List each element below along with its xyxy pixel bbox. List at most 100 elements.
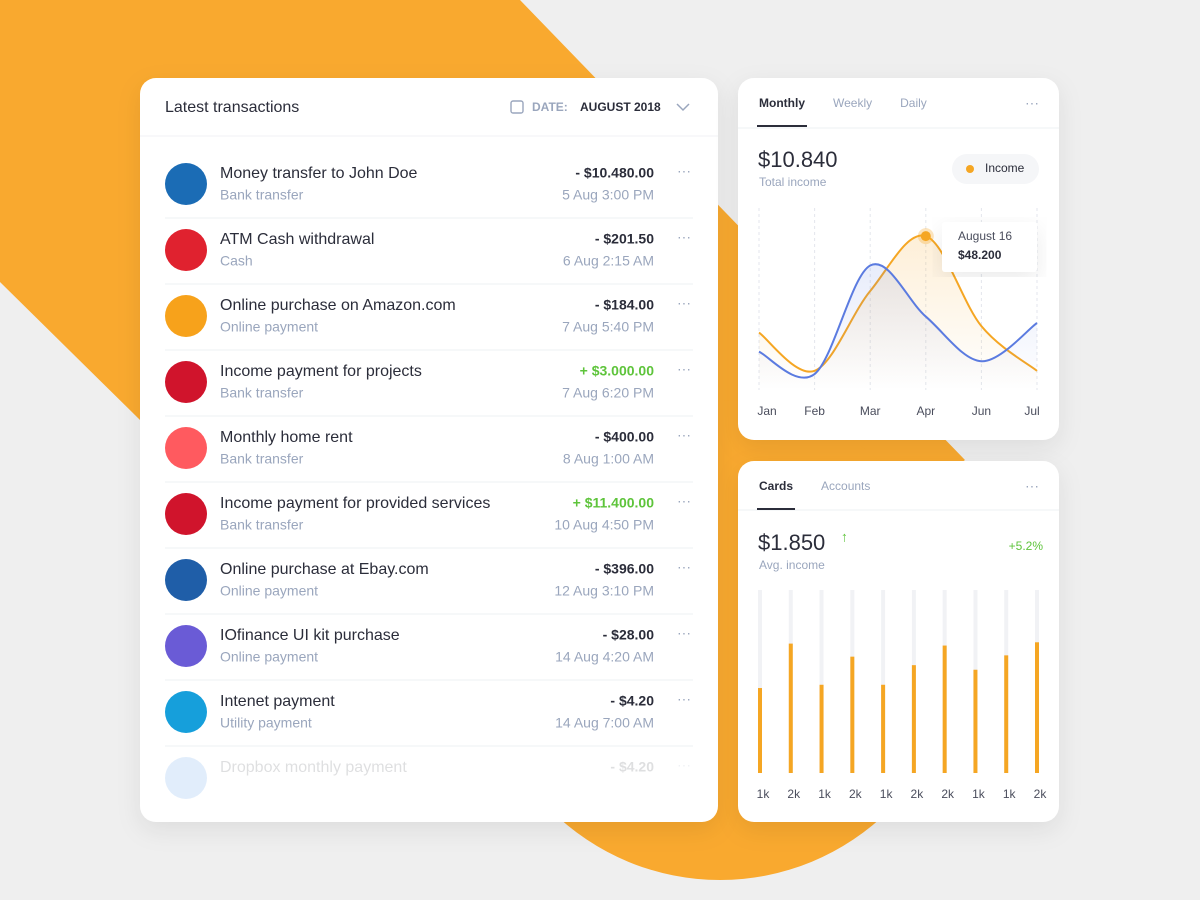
x-tick-label: 1k [880, 787, 894, 801]
card-title: Latest transactions [165, 99, 299, 116]
x-tick-label: 1k [818, 787, 832, 801]
merchant-icon [165, 559, 207, 601]
total-value: $1.850 [758, 530, 825, 555]
bar [881, 684, 886, 773]
transaction-amount: + $3.000.00 [580, 363, 655, 379]
x-tick-label: 1k [757, 787, 771, 801]
tab[interactable]: Weekly [833, 96, 872, 110]
bar [788, 643, 793, 773]
x-tick-label: 1k [1003, 787, 1017, 801]
x-tick-label: Mar [860, 404, 881, 418]
highlight-point [920, 231, 931, 242]
transaction-amount: + $11.400.00 [573, 495, 655, 511]
area [759, 264, 1037, 390]
x-tick-label: Jan [757, 404, 776, 418]
merchant-icon [165, 625, 207, 667]
tooltip [942, 222, 1037, 272]
tab[interactable]: Cards [759, 479, 793, 493]
transaction-amount: - $184.00 [595, 297, 654, 313]
legend-pill [952, 154, 1039, 184]
tab[interactable]: Daily [900, 96, 927, 110]
x-tick-label: 2k [787, 787, 801, 801]
more-menu[interactable]: ··· [1025, 95, 1039, 111]
merchant-icon [165, 295, 207, 337]
tooltip-title: August 16 [958, 229, 1012, 243]
merchant-icon [165, 163, 207, 205]
transaction-date: 7 Aug 5:40 PM [562, 319, 654, 335]
tab[interactable]: Accounts [821, 479, 870, 493]
transaction-type: Utility payment [220, 715, 312, 731]
transaction-title[interactable]: Online purchase on Amazon.com [220, 297, 456, 314]
total-value: $10.840 [758, 147, 838, 172]
row-menu[interactable]: ··· [677, 559, 691, 575]
transaction-title[interactable]: IOfinance UI kit purchase [220, 627, 400, 644]
bar [850, 656, 855, 773]
transaction-type: Online payment [220, 583, 318, 599]
row-menu[interactable]: ··· [677, 295, 691, 311]
more-menu[interactable]: ··· [1025, 478, 1039, 494]
x-tick-label: 2k [1034, 787, 1048, 801]
transaction-date: 6 Aug 2:15 AM [563, 253, 654, 269]
calendar-icon[interactable] [510, 100, 524, 114]
bar [973, 669, 978, 773]
row-menu[interactable]: ··· [677, 625, 691, 641]
bar [942, 645, 947, 773]
transaction-title[interactable]: Income payment for provided services [220, 495, 490, 512]
transaction-amount: - $10.480.00 [575, 165, 654, 181]
row-menu[interactable]: ··· [677, 229, 691, 245]
transaction-title[interactable]: Online purchase at Ebay.com [220, 561, 429, 578]
row-menu[interactable]: ··· [677, 493, 691, 509]
merchant-icon [165, 361, 207, 403]
transaction-amount: - $396.00 [595, 561, 654, 577]
transaction-type: Online payment [220, 649, 318, 665]
transactions-card [140, 78, 718, 822]
transaction-type: Bank transfer [220, 451, 304, 467]
merchant-icon [165, 691, 207, 733]
merchant-icon [165, 229, 207, 271]
transaction-date: 12 Aug 3:10 PM [554, 583, 654, 599]
legend-dot [966, 165, 974, 173]
x-tick-label: Apr [916, 404, 935, 418]
date-value[interactable]: AUGUST 2018 [580, 100, 661, 114]
transaction-type: Bank transfer [220, 385, 304, 401]
line [758, 263, 1038, 379]
merchant-icon [165, 493, 207, 535]
transaction-type: Online payment [220, 319, 318, 335]
line [758, 234, 1038, 373]
cards-card [738, 461, 1059, 822]
transaction-title[interactable]: Money transfer to John Doe [220, 165, 418, 182]
row-menu[interactable]: ··· [677, 427, 691, 443]
transaction-title[interactable]: Dropbox monthly payment [220, 759, 407, 776]
x-tick-label: 2k [941, 787, 955, 801]
tab[interactable]: Monthly [759, 96, 805, 110]
total-label: Total income [759, 175, 827, 189]
merchant-icon [165, 427, 207, 469]
row-menu[interactable]: ··· [677, 757, 691, 773]
transaction-type: Bank transfer [220, 517, 304, 533]
x-tick-label: 1k [972, 787, 986, 801]
x-tick-label: 2k [849, 787, 863, 801]
total-label: Avg. income [759, 558, 825, 572]
transaction-amount: - $28.00 [603, 627, 655, 643]
row-menu[interactable]: ··· [677, 163, 691, 179]
transaction-title[interactable]: ATM Cash withdrawal [220, 231, 374, 248]
transaction-title[interactable]: Monthly home rent [220, 429, 353, 446]
transaction-title[interactable]: Intenet payment [220, 693, 335, 710]
transaction-date: 14 Aug 7:00 AM [555, 715, 654, 731]
transaction-date: 8 Aug 1:00 AM [563, 451, 654, 467]
x-tick-label: Jun [972, 404, 991, 418]
up-arrow: ↑ [841, 529, 848, 545]
x-tick-label: 2k [911, 787, 925, 801]
transaction-date: 14 Aug 4:20 AM [555, 649, 654, 665]
transaction-amount: - $4.20 [610, 759, 654, 775]
row-menu[interactable]: ··· [677, 691, 691, 707]
bar [819, 684, 824, 773]
date-dropdown[interactable] [676, 103, 690, 112]
transaction-amount: - $400.00 [595, 429, 654, 445]
bar [1004, 655, 1009, 773]
transaction-date: 5 Aug 3:00 PM [562, 187, 654, 203]
transaction-type: Bank transfer [220, 187, 304, 203]
transaction-title[interactable]: Income payment for projects [220, 363, 422, 380]
row-menu[interactable]: ··· [677, 361, 691, 377]
transaction-amount: - $201.50 [595, 231, 654, 247]
